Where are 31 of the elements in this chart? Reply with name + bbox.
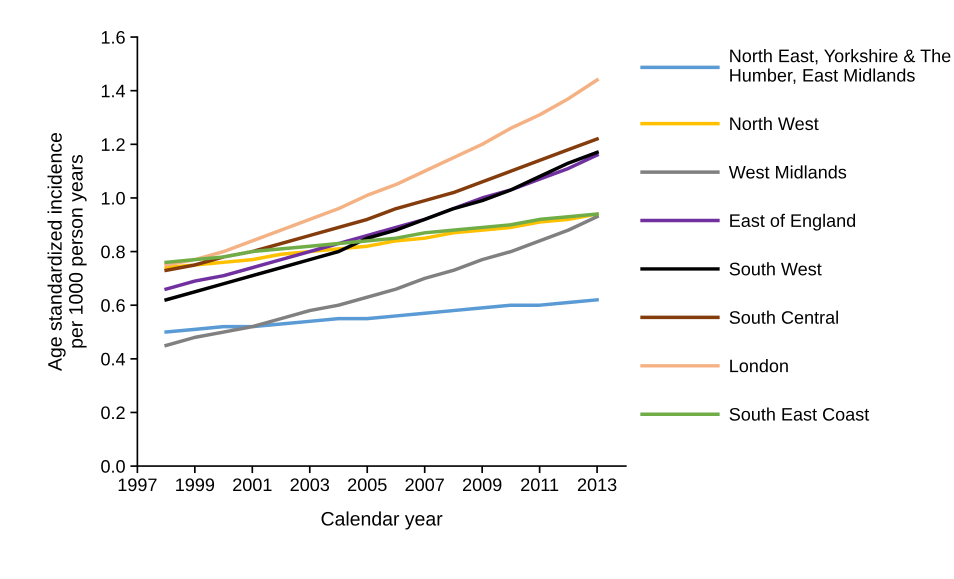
y-tick-label: 0.6 [101, 299, 125, 312]
legend-label: East of England [730, 214, 856, 231]
legend-label: North East, Yorkshire & The Humber, East Midlands [730, 49, 950, 84]
legend-label: South West [730, 262, 822, 276]
line-series [164, 78, 599, 267]
y-tick-label: 0.2 [101, 406, 125, 420]
line-series [164, 214, 599, 348]
x-tick-label: 2001 [233, 478, 272, 492]
y-tick-label: 0.4 [101, 352, 126, 366]
x-axis-title: Calendar year [322, 511, 442, 530]
x-tick-label: 2003 [290, 478, 330, 492]
y-axis-title: Age standardized incidence per 1000 person years [48, 132, 87, 371]
y-tick-label: 1.4 [102, 84, 126, 98]
x-tick-label: 2007 [406, 478, 444, 492]
legend-label: West Midlands [728, 165, 846, 179]
legend-label: London [730, 359, 788, 372]
y-tick-label: 1.0 [102, 192, 125, 205]
y-tick-label: 0.8 [101, 246, 125, 258]
legend-label: South Central [730, 310, 838, 324]
y-tick-label: 1.6 [102, 30, 125, 44]
x-tick-label: 1999 [176, 478, 214, 492]
legend-label: South East Coast [730, 407, 870, 421]
x-tick-label: 2013 [578, 478, 616, 492]
x-tick-label: 1997 [118, 478, 157, 492]
line-series [164, 298, 599, 334]
y-tick-label: 0.0 [101, 460, 125, 473]
y-tick-label: 1.2 [102, 138, 125, 151]
x-tick-label: 2011 [521, 478, 558, 492]
x-tick-label: 2005 [348, 478, 387, 492]
legend-label: North West [730, 116, 819, 130]
x-tick-label: 2009 [462, 478, 502, 492]
